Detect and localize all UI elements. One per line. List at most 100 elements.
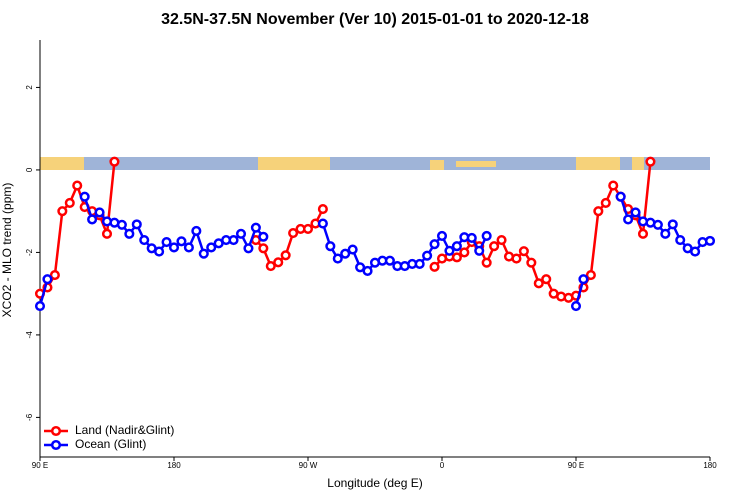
point <box>623 214 634 225</box>
point <box>72 180 83 191</box>
point <box>675 234 686 246</box>
ocean-strip <box>40 157 710 170</box>
point <box>79 191 90 202</box>
x-tick-label: 180 <box>167 461 181 470</box>
y-tick-label: -4 <box>25 331 34 339</box>
point <box>258 243 269 254</box>
point <box>258 231 269 242</box>
point <box>444 245 455 256</box>
point <box>57 206 68 217</box>
point <box>280 250 291 261</box>
point <box>570 300 582 312</box>
x-tick-label: 90 W <box>299 461 318 470</box>
point <box>593 206 604 217</box>
point <box>34 300 46 312</box>
point <box>139 234 150 246</box>
point <box>124 228 135 239</box>
point <box>630 207 641 218</box>
land-strip <box>258 157 330 170</box>
point <box>436 230 448 241</box>
point <box>176 236 187 247</box>
point <box>49 270 60 281</box>
chart-title: 32.5N-37.5N November (Ver 10) 2015-01-01… <box>161 11 589 28</box>
point <box>317 204 328 215</box>
point <box>615 191 626 202</box>
land-strip <box>456 161 496 167</box>
legend-swatch <box>50 425 62 437</box>
point <box>496 234 507 246</box>
legend-label: Ocean (Glint) <box>75 437 146 451</box>
point <box>340 248 351 259</box>
point <box>347 244 358 255</box>
land-strip <box>430 160 444 170</box>
point <box>489 241 500 252</box>
point <box>637 228 649 239</box>
point <box>131 219 142 230</box>
point <box>667 219 678 230</box>
point <box>94 207 105 218</box>
y-axis-label: XCO2 - MLO trend (ppm) <box>0 183 14 318</box>
point <box>414 258 425 270</box>
point <box>652 219 663 230</box>
point <box>481 257 492 268</box>
point <box>109 156 120 167</box>
y-tick-label: -6 <box>25 413 34 421</box>
point <box>273 257 284 268</box>
point <box>585 270 596 281</box>
point <box>168 242 180 253</box>
x-tick-label: 0 <box>440 461 445 470</box>
point <box>191 225 202 237</box>
point <box>228 234 239 246</box>
point <box>362 265 373 277</box>
point <box>422 250 433 261</box>
point <box>317 218 328 229</box>
y-tick-label: 2 <box>25 85 34 90</box>
point <box>608 180 619 191</box>
land-strip <box>632 157 644 170</box>
legend-label: Land (Nadir&Glint) <box>75 423 174 437</box>
land-strip <box>576 157 620 170</box>
point <box>325 241 336 252</box>
point <box>690 246 701 257</box>
point <box>355 262 366 273</box>
point <box>42 274 53 285</box>
land-strip <box>40 157 84 170</box>
point <box>660 228 671 239</box>
point <box>183 242 194 253</box>
land-ocean-strip <box>40 157 710 170</box>
point <box>87 214 98 225</box>
point <box>206 242 217 253</box>
point <box>600 197 611 208</box>
point <box>332 253 343 264</box>
point <box>511 253 522 264</box>
point <box>518 246 529 257</box>
point <box>302 223 314 234</box>
point <box>429 261 440 272</box>
point <box>481 230 492 241</box>
point <box>250 222 261 233</box>
point <box>288 227 299 239</box>
point <box>578 274 589 285</box>
point <box>198 248 209 259</box>
point <box>64 197 75 208</box>
point <box>451 241 462 252</box>
point <box>265 260 276 272</box>
point <box>541 274 552 285</box>
point <box>526 257 537 268</box>
x-axis-label: Longitude (deg E) <box>327 476 422 490</box>
point <box>161 237 172 248</box>
point <box>235 228 247 239</box>
point <box>116 219 127 230</box>
point <box>243 243 254 254</box>
x-tick-label: 90 E <box>568 461 584 470</box>
point <box>451 252 462 263</box>
x-tick-label: 180 <box>703 461 717 470</box>
x-tick-label: 90 E <box>32 461 48 470</box>
point <box>466 232 477 244</box>
point <box>533 278 544 289</box>
point <box>474 245 485 256</box>
y-tick-label: 0 <box>25 167 34 172</box>
point <box>459 247 470 258</box>
